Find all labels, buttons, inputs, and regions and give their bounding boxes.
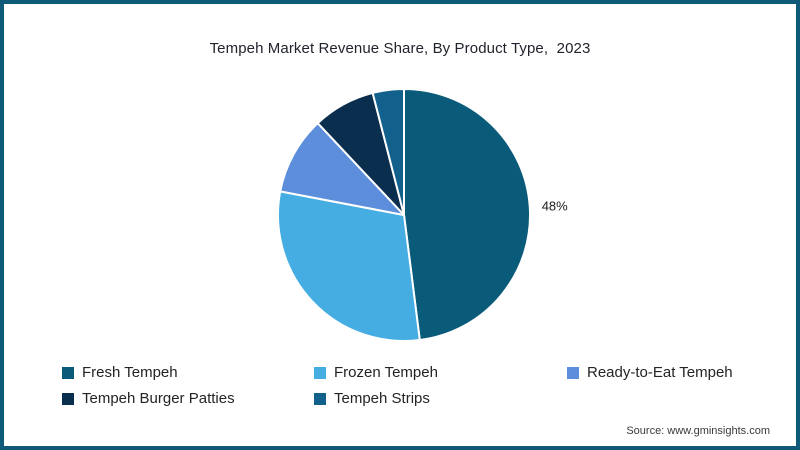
legend-swatch-icon	[62, 392, 74, 405]
legend-swatch-icon	[567, 366, 579, 379]
slice-value-label: 48%	[542, 198, 568, 213]
pie-slice-tempeh-strips	[371, 88, 405, 216]
legend-item-tempeh-strips: Tempeh Strips	[314, 390, 567, 407]
legend-item-tempeh-burger-patties: Tempeh Burger Patties	[62, 390, 314, 407]
legend-item-fresh-tempeh: Fresh Tempeh	[62, 364, 314, 381]
legend-label: Frozen Tempeh	[334, 364, 438, 381]
legend-label: Fresh Tempeh	[82, 364, 178, 381]
pie-slice-ready-to-eat-tempeh	[279, 122, 405, 216]
legend-swatch-icon	[314, 366, 326, 379]
source-attribution: Source: www.gminsights.com	[626, 425, 770, 437]
pie-chart: 48%	[277, 88, 568, 342]
chart-title: Tempeh Market Revenue Share, By Product …	[209, 40, 591, 57]
legend-swatch-icon	[62, 366, 74, 379]
legend-item-ready-to-eat-tempeh: Ready-to-Eat Tempeh	[567, 364, 768, 381]
legend-item-frozen-tempeh: Frozen Tempeh	[314, 364, 567, 381]
pie-slice-fresh-tempeh	[403, 88, 531, 342]
legend-label: Ready-to-Eat Tempeh	[587, 364, 733, 381]
legend-label: Tempeh Burger Patties	[82, 390, 235, 407]
legend-label: Tempeh Strips	[334, 390, 430, 407]
legend-swatch-icon	[314, 392, 326, 405]
chart-legend: Fresh Tempeh Frozen Tempeh Ready-to-Eat …	[62, 364, 768, 407]
pie-slice-frozen-tempeh	[277, 190, 421, 342]
